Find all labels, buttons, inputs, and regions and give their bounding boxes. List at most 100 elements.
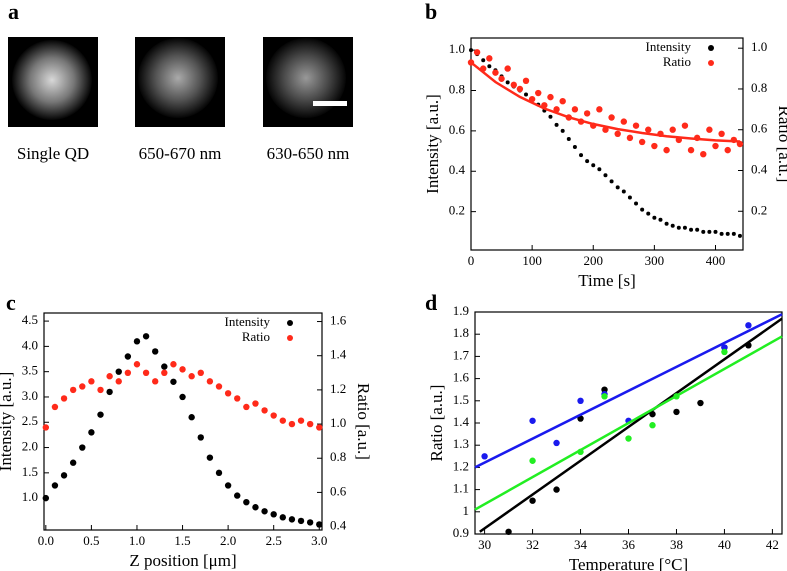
y-axis-label: Ratio [a.u.] [427,385,446,462]
y2-tick-label: 1.6 [330,313,347,328]
data-point [640,207,645,212]
data-point [658,217,663,222]
data-point [88,429,95,436]
data-point [651,142,658,150]
data-point [69,386,77,394]
y2-axis-label: Ratio [a.u.] [775,106,787,183]
data-point [529,457,536,464]
data-point [51,403,59,411]
data-point [577,397,584,404]
y2-tick-label: 0.8 [330,449,346,464]
y2-tick-label: 0.2 [751,202,767,217]
y-tick-label: 3.0 [22,388,38,403]
data-point [697,399,704,407]
data-point [627,195,632,200]
data-point [306,420,314,428]
legend-marker [287,335,293,341]
data-point [133,338,141,345]
data-point [486,55,493,62]
data-point [583,110,591,117]
data-point [215,383,223,390]
legend-label: Ratio [242,329,270,344]
data-point [51,482,59,489]
y2-tick-label: 0.6 [330,483,347,498]
y-tick-label: 1.2 [453,458,469,473]
data-point [632,122,640,129]
data-point [596,106,603,113]
data-point [152,378,159,385]
data-point [504,65,511,72]
x-tick-label: 1.5 [174,533,190,548]
x-tick-label: 42 [766,537,779,552]
data-point [712,142,719,150]
data-point [718,130,725,138]
data-point [316,521,323,528]
data-point [553,439,560,447]
data-point [297,517,305,525]
y-tick-label: 0.4 [449,162,466,177]
data-point [608,114,615,121]
legend-label: Ratio [663,54,691,69]
fit-line [470,61,741,143]
data-point [124,369,132,377]
data-point [681,122,689,129]
data-point [634,201,639,206]
legend-marker [287,320,293,326]
data-point [215,469,223,477]
x-axis-label: Z position [μm] [129,551,236,570]
data-point [288,516,296,523]
qd-image [138,38,218,118]
data-point [124,353,132,360]
qd-image [12,40,92,120]
y-tick-label: 1.1 [453,481,469,496]
data-point [673,408,680,416]
data-point [297,417,305,424]
x-axis-label: Temperature [°C] [569,555,688,571]
data-point [60,395,68,402]
y2-tick-label: 0.8 [751,80,767,95]
data-point [161,369,168,377]
y-tick-label: 1.8 [453,325,469,340]
data-point [270,412,277,419]
y-tick-label: 0.8 [449,81,465,96]
y-tick-label: 1.7 [453,347,470,362]
scale-bar [313,101,347,106]
data-point [649,422,656,429]
data-point [224,482,232,489]
data-point [706,126,713,133]
data-point [516,85,524,93]
y-tick-label: 1.0 [22,489,38,504]
y-tick-label: 1.4 [453,414,470,429]
data-point [261,508,268,515]
data-point [42,424,50,431]
x-tick-label: 400 [706,253,726,268]
fit-line [474,313,783,469]
data-point [481,58,486,63]
plot-frame [470,37,744,251]
data-point [713,229,718,234]
data-point [572,145,577,150]
y-tick-label: 4.0 [22,337,38,352]
y2-tick-label: 0.4 [751,161,768,176]
x-tick-label: 30 [478,537,491,552]
data-point [88,378,95,385]
data-point [469,48,473,53]
data-point [197,369,204,377]
data-point [577,415,584,422]
data-point [548,114,553,119]
data-point [553,106,560,113]
legend-label: Intensity [646,39,692,54]
data-point [731,231,736,236]
data-point [197,434,204,441]
x-tick-label: 0.0 [38,533,54,548]
data-point [505,528,512,535]
y-tick-label: 1.9 [453,303,469,318]
data-point [529,497,536,504]
image-caption: 630-650 nm [267,144,350,163]
data-point [188,414,195,421]
x-tick-label: 38 [670,537,683,552]
x-tick-label: 0 [468,253,475,268]
data-point [252,504,259,511]
data-point [170,378,177,385]
